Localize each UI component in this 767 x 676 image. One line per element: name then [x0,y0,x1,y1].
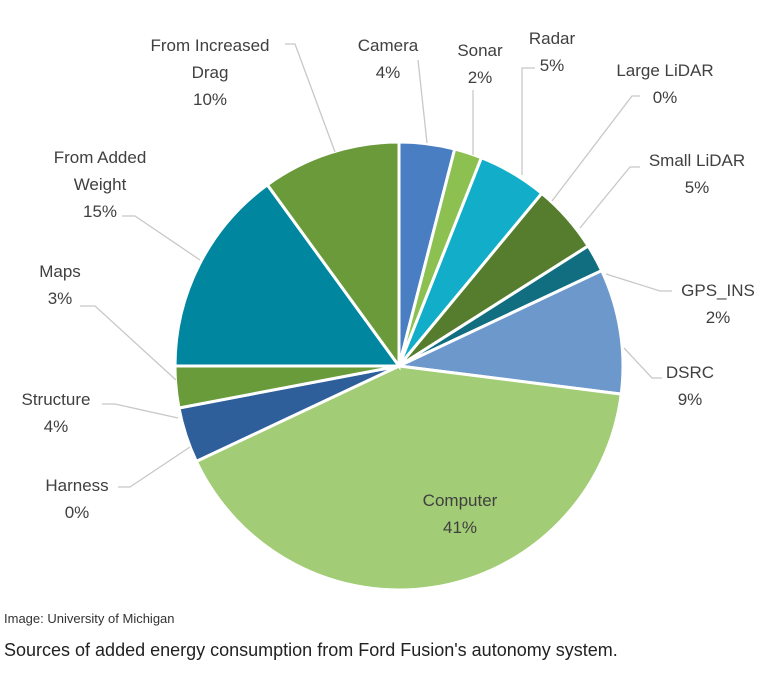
figure-caption: Sources of added energy consumption from… [4,640,618,660]
image-credit: Image: University of Michigan [4,611,175,626]
slice-label: Radar 5% [529,29,576,75]
slice-label: From Added Weight 15% [54,148,147,221]
leader-line [80,305,177,381]
slice-label: Structure 4% [22,390,91,436]
leader-line [623,347,662,379]
slice-percent: 0% [65,503,90,522]
slice-label: From Increased Drag 10% [150,36,269,109]
slice-label: GPS_INS 2% [681,281,755,327]
slice-label: Sonar 2% [457,41,503,87]
pie-slice-computer [194,364,623,592]
slice-label: Small LiDAR 5% [649,151,745,197]
slice-percent: 15% [83,202,117,221]
slice-percent: 2% [706,308,731,327]
slice-percent: 0% [653,88,678,107]
slice-label: Maps 3% [39,262,81,308]
slice-label: Harness 0% [45,476,108,522]
leader-line [417,59,428,144]
slice-percent: 3% [48,289,73,308]
slice-percent: 9% [678,390,703,409]
slice-percent: 10% [193,90,227,109]
slice-label: Large LiDAR 0% [616,61,713,107]
leader-line [605,273,672,292]
slice-percent: 5% [685,178,710,197]
slice-percent: 5% [540,56,565,75]
leader-line [122,215,201,261]
leader-line [118,446,191,488]
slice-percent: 2% [468,68,493,87]
pie-slice-dsrc [393,268,625,396]
leader-line [521,67,535,175]
leader-line [102,403,179,419]
slice-percent: 4% [376,63,401,82]
slice-percent: 41% [443,518,477,537]
leader-line [551,95,640,202]
pie-slice-from-increased-drag [265,140,401,371]
leader-line [285,43,336,153]
slice-percent: 4% [44,417,69,436]
slice-label: Computer 41% [423,491,498,537]
pie-chart: Camera 4% Sonar 2% Radar 5% Large LiDAR 0% Small… [22,29,755,592]
pie-slice-from-added-weight [173,182,402,368]
slice-label: DSRC 9% [666,363,714,409]
leader-line [579,166,640,229]
slice-label: Camera 4% [358,36,419,82]
